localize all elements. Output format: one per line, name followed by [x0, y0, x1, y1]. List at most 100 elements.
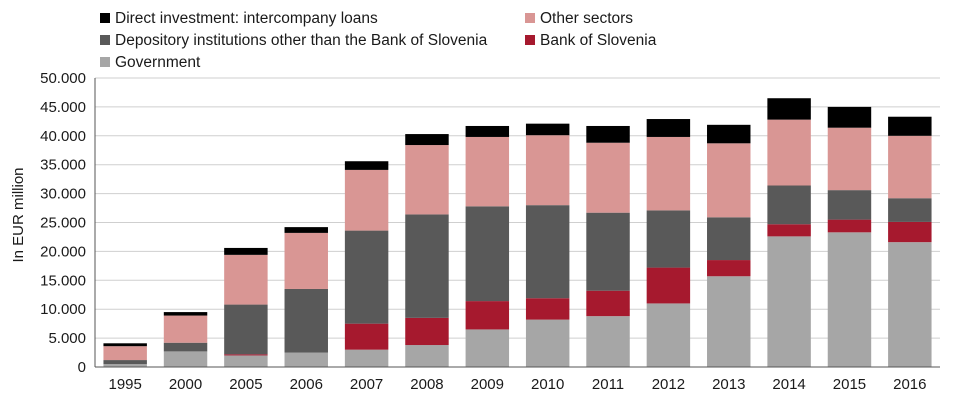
bar-segment-government-2012 [646, 303, 691, 367]
x-tick-label: 2012 [652, 376, 685, 393]
bar-segment-government-2008 [405, 345, 449, 367]
bar-segment-government-2014 [767, 236, 811, 367]
x-tick-label: 2000 [169, 376, 202, 393]
x-tick-label: 2009 [471, 376, 504, 393]
y-tick-label: 35.000 [40, 157, 86, 174]
bar-segment-depository-institutions-other-than-the-bank-of-slovenia-2012 [646, 210, 691, 268]
y-tick-label: 40.000 [40, 128, 86, 145]
bar-segment-direct-investment-intercompany-loans-2010 [525, 123, 570, 136]
bar-segment-other-sectors-2016 [888, 135, 932, 199]
bar-segment-depository-institutions-other-than-the-bank-of-slovenia-2006 [284, 288, 328, 353]
bar-segment-depository-institutions-other-than-the-bank-of-slovenia-2013 [707, 217, 751, 261]
bar-segment-bank-of-slovenia-2015 [827, 219, 872, 233]
bar-segment-depository-institutions-other-than-the-bank-of-slovenia-2010 [525, 205, 570, 299]
bar-segment-direct-investment-intercompany-loans-2006 [284, 227, 328, 233]
bar-segment-direct-investment-intercompany-loans-2016 [888, 116, 932, 136]
y-tick-label: 30.000 [40, 186, 86, 203]
x-tick-label: 2006 [290, 376, 323, 393]
axes: 0 5.000 10.000 15.000 20.000 25.000 30.000 35.0… [40, 70, 940, 393]
bar-segment-government-2007 [344, 349, 389, 367]
legend-swatch-direct-investment-intercompany-loans [100, 13, 110, 23]
y-tick-label: 45.000 [40, 99, 86, 116]
bar-segment-bank-of-slovenia-2013 [707, 260, 751, 277]
bar-segment-direct-investment-intercompany-loans-2013 [707, 124, 751, 144]
y-tick-label: 50.000 [40, 70, 86, 87]
bar-segment-government-2006 [284, 352, 328, 367]
bar-segment-other-sectors-2000 [163, 315, 208, 343]
x-tick-label: 2008 [410, 376, 443, 393]
bar-segment-government-2000 [163, 351, 208, 367]
bar-segment-depository-institutions-other-than-the-bank-of-slovenia-2015 [827, 190, 872, 220]
bar-segment-government-2009 [465, 329, 510, 367]
gridlines [95, 77, 940, 339]
bar-segment-other-sectors-2012 [646, 136, 691, 211]
bar-segment-depository-institutions-other-than-the-bank-of-slovenia-2014 [767, 185, 811, 225]
bar-segment-other-sectors-2014 [767, 119, 811, 186]
bar-segment-depository-institutions-other-than-the-bank-of-slovenia-2008 [405, 214, 449, 318]
legend-swatch-government [100, 57, 110, 67]
bar-segment-depository-institutions-other-than-the-bank-of-slovenia-2011 [586, 212, 630, 291]
x-tick-label: 2015 [833, 376, 866, 393]
bar-segment-bank-of-slovenia-2007 [344, 323, 389, 350]
bar-segment-other-sectors-2011 [586, 142, 630, 213]
x-tick-label: 2011 [592, 376, 624, 393]
bar-segment-bank-of-slovenia-2014 [767, 224, 811, 237]
bar-segment-bank-of-slovenia-2005 [224, 354, 268, 356]
bar-segment-direct-investment-intercompany-loans-2011 [586, 125, 630, 143]
bar-segment-bank-of-slovenia-2008 [405, 317, 449, 346]
bar-segment-bank-of-slovenia-2012 [646, 267, 691, 304]
x-tick-label: 2016 [893, 376, 926, 393]
legend-swatch-other-sectors [525, 13, 535, 23]
bar-segment-direct-investment-intercompany-loans-2000 [163, 312, 208, 316]
bar-segment-bank-of-slovenia-2009 [465, 301, 510, 330]
x-tick-label: 2005 [229, 376, 262, 393]
bar-segment-other-sectors-2006 [284, 232, 328, 289]
x-tick-label: 1995 [108, 376, 141, 393]
legend-swatch-bank-of-slovenia [525, 35, 535, 45]
bar-segment-other-sectors-2007 [344, 169, 389, 231]
bar-segment-depository-institutions-other-than-the-bank-of-slovenia-2009 [465, 206, 510, 302]
legend-swatch-depository-institutions-other-than-the-bank-of-slovenia [100, 35, 110, 45]
y-axis-title: In EUR million [10, 167, 27, 262]
bar-segment-other-sectors-2005 [224, 254, 268, 305]
y-tick-label: 0 [78, 359, 86, 376]
bar-segment-other-sectors-2008 [405, 145, 449, 215]
bar-segment-depository-institutions-other-than-the-bank-of-slovenia-2000 [163, 342, 208, 352]
y-tick-label: 5.000 [48, 330, 86, 347]
bar-segment-direct-investment-intercompany-loans-2005 [224, 247, 268, 255]
bars [103, 98, 932, 367]
x-tick-label: 2010 [531, 376, 564, 393]
bar-segment-other-sectors-1995 [103, 346, 147, 361]
x-tick-label: 2013 [712, 376, 745, 393]
bar-segment-bank-of-slovenia-2011 [586, 290, 630, 317]
bar-segment-depository-institutions-other-than-the-bank-of-slovenia-1995 [103, 360, 147, 365]
bar-segment-direct-investment-intercompany-loans-2014 [767, 98, 811, 120]
bar-segment-direct-investment-intercompany-loans-1995 [103, 343, 147, 347]
x-tick-label: 2014 [772, 376, 805, 393]
y-tick-label: 20.000 [40, 243, 86, 260]
bar-segment-direct-investment-intercompany-loans-2009 [465, 125, 510, 137]
bar-segment-depository-institutions-other-than-the-bank-of-slovenia-2005 [224, 304, 268, 355]
bar-segment-government-2013 [707, 276, 751, 367]
bar-segment-other-sectors-2010 [525, 135, 570, 206]
bar-segment-government-1995 [103, 364, 147, 367]
bar-segment-other-sectors-2009 [465, 136, 510, 207]
bar-segment-other-sectors-2013 [707, 143, 751, 218]
bar-segment-depository-institutions-other-than-the-bank-of-slovenia-2016 [888, 198, 932, 222]
bar-segment-other-sectors-2015 [827, 127, 872, 191]
bar-segment-direct-investment-intercompany-loans-2015 [827, 106, 872, 128]
bar-segment-direct-investment-intercompany-loans-2007 [344, 161, 389, 170]
legend: Direct investment: intercompany loans Dep… [100, 10, 657, 71]
y-tick-label: 15.000 [40, 272, 86, 289]
y-tick-label: 10.000 [40, 301, 86, 318]
y-tick-label: 25.000 [40, 215, 86, 232]
bar-segment-government-2011 [586, 316, 630, 367]
legend-label-direct-investment-intercompany-loans: Direct investment: intercompany loans [115, 10, 378, 27]
bar-segment-government-2010 [525, 319, 570, 367]
bar-segment-direct-investment-intercompany-loans-2008 [405, 134, 449, 146]
bar-segment-bank-of-slovenia-2016 [888, 221, 932, 243]
legend-label-government: Government [115, 54, 201, 71]
bar-segment-government-2015 [827, 232, 872, 367]
legend-label-bank-of-slovenia: Bank of Slovenia [540, 32, 657, 49]
